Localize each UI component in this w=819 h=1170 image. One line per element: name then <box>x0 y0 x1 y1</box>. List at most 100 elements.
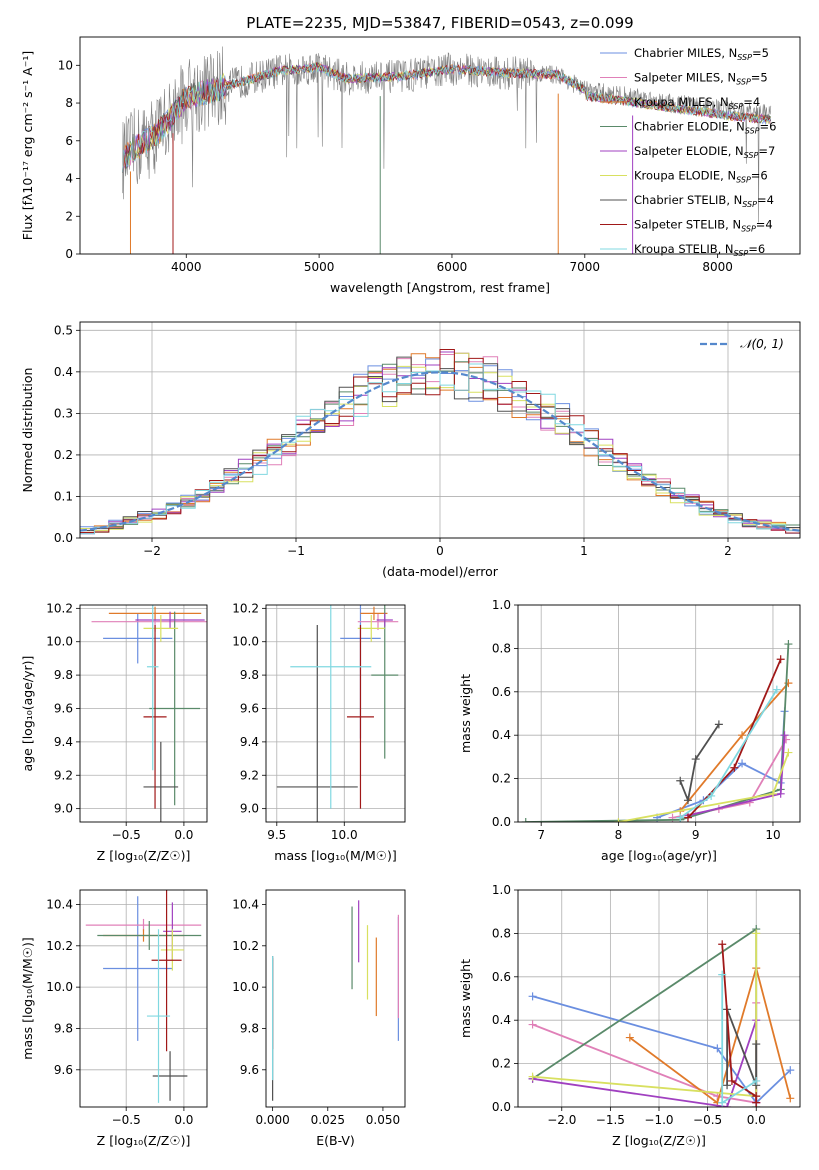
x-tick-label: 0.0 <box>174 828 193 842</box>
x-tick-label: 7 <box>537 828 545 842</box>
legend-text: Salpeter ELODIE, N <box>634 144 744 158</box>
y-tick-label: 9.4 <box>54 735 73 749</box>
legend-text: Kroupa MILES, N <box>634 95 729 109</box>
x-tick-label: 10.0 <box>331 828 358 842</box>
y-tick-label: 10.2 <box>46 939 73 953</box>
panel-mass_vs_ebv: 0.000 0.025 0.050 9.6 9.8 10.0 10.2 10.4 E(B-V) <box>232 889 406 1148</box>
x-tick-label: 0.0 <box>174 1113 193 1127</box>
weight-point-6 <box>752 929 761 938</box>
y-tick-label: 9.8 <box>54 668 73 682</box>
weight-point-1 <box>713 1044 722 1053</box>
y-tick-label: 10.0 <box>46 635 73 649</box>
panel-weight_vs_age: 7 8 9 10 0.0 0.2 0.4 0.6 0.8 1.0 age [log₁₀(age/yr… <box>458 598 801 863</box>
y-tick-label: 0.2 <box>54 448 73 462</box>
axes-frame <box>79 889 208 1108</box>
legend-label-5: Salpeter ELODIE, NSSP=7 <box>634 144 775 160</box>
y-tick-label: 9.4 <box>240 735 259 749</box>
weight-point-6 <box>614 818 623 822</box>
legend-sub: SSP <box>729 102 744 111</box>
weight-line-7 <box>679 723 720 804</box>
legend-text: =4 <box>743 95 760 109</box>
weight-line-7 <box>726 1009 758 1086</box>
legend-label-9: Kroupa STELIB, NSSP=6 <box>634 242 765 258</box>
y-tick-label: 6 <box>65 134 73 148</box>
weight-point-8 <box>683 813 692 822</box>
axes-frame <box>79 36 801 255</box>
weight-point-8 <box>776 655 785 664</box>
weight-point-8 <box>752 1098 761 1107</box>
x-tick-label: −1.0 <box>644 1113 673 1127</box>
y-tick-label: 0.3 <box>54 406 73 420</box>
y-tick-label: 9.6 <box>54 701 73 715</box>
y-axis-label: age [log₁₀(age/yr)] <box>20 656 35 772</box>
normal-curve <box>80 371 800 532</box>
legend-text: =6 <box>760 120 777 134</box>
y-tick-label: 10.0 <box>46 980 73 994</box>
legend-sub: SSP <box>741 225 756 234</box>
y-axis-label: mass weight <box>458 674 473 753</box>
x-tick-label: −1 <box>287 544 305 558</box>
y-tick-label: 9.8 <box>240 1021 259 1035</box>
x-axis-label: Z [log₁₀(Z/Z☉)] <box>612 1133 706 1148</box>
weight-point-3 <box>738 731 747 740</box>
x-tick-label: 9 <box>692 828 700 842</box>
weight-point-8 <box>727 1076 736 1085</box>
histogram-step-9 <box>80 363 800 535</box>
y-tick-label: 0.0 <box>492 815 511 829</box>
weight-point-7 <box>683 796 692 805</box>
y-tick-label: 0.4 <box>492 728 511 742</box>
y-tick-label: 10 <box>58 58 73 72</box>
panel-mass_vs_z: −0.5 0.0 9.6 9.8 10.0 10.2 10.4 Z [log₁₀(Z/Z☉)]… <box>20 889 208 1148</box>
weight-line-5 <box>687 735 786 817</box>
y-tick-label: 0.2 <box>492 1057 511 1071</box>
y-axis-label: mass weight <box>458 959 473 1038</box>
panel-weight_vs_z: −2.0 −1.5 −1.0 −0.5 0.0 0.0 0.2 0.4 0.6 0.8 1.0 Z [… <box>458 883 801 1148</box>
weight-point-7 <box>723 1081 732 1090</box>
plot-area <box>91 605 207 822</box>
x-tick-label: 1 <box>580 544 588 558</box>
weight-point-7 <box>676 776 685 785</box>
panel-age_vs_mass: 9.5 10.0 9.0 9.2 9.4 9.6 9.8 10.0 10.2 mass [log₁… <box>232 601 406 863</box>
weight-point-9 <box>772 685 781 694</box>
x-tick-label: 4000 <box>171 260 202 274</box>
y-tick-label: 0.6 <box>492 685 511 699</box>
y-tick-label: 1.0 <box>492 883 511 897</box>
panel-spectrum: 4000 5000 6000 7000 8000 0 2 4 6 8 10 wavelength [A… <box>20 36 801 295</box>
x-tick-label: −0.5 <box>693 1113 722 1127</box>
legend-label-7: Chabrier STELIB, NSSP=4 <box>634 193 774 209</box>
y-tick-label: 9.0 <box>240 802 259 816</box>
y-tick-label: 8 <box>65 96 73 110</box>
legend-label-1: Chabrier MILES, NSSP=5 <box>634 46 769 62</box>
legend-text: Salpeter STELIB, N <box>634 218 741 232</box>
plot-area <box>85 890 202 1103</box>
x-tick-label: 0.0 <box>747 1113 766 1127</box>
weight-point-7 <box>691 755 700 764</box>
legend-text: Chabrier MILES, N <box>634 46 737 60</box>
x-tick-label: −0.5 <box>112 828 141 842</box>
x-tick-label: 10 <box>765 828 780 842</box>
x-tick-label: 6000 <box>437 260 468 274</box>
y-tick-label: 0.8 <box>492 641 511 655</box>
y-tick-label: 0.0 <box>492 1100 511 1114</box>
weight-point-9 <box>752 1076 761 1085</box>
legend-sub: SSP <box>734 249 749 258</box>
plot-area <box>122 46 772 254</box>
x-tick-label: −2 <box>143 544 161 558</box>
x-tick-label: −2.0 <box>547 1113 576 1127</box>
legend-text: =5 <box>751 71 768 85</box>
y-tick-label: 9.0 <box>54 802 73 816</box>
weight-point-3 <box>786 1094 795 1103</box>
axes-frame <box>265 604 406 823</box>
y-tick-label: 0.5 <box>54 323 73 337</box>
legend-sub: SSP <box>736 176 751 185</box>
weight-point-6 <box>528 1072 537 1081</box>
legend-text: =4 <box>757 193 774 207</box>
weight-point-4 <box>521 818 530 822</box>
x-tick-label: −1.5 <box>596 1113 625 1127</box>
y-axis-label: mass [log₁₀(M/M☉)] <box>20 937 35 1059</box>
legend-sub: SSP <box>744 151 759 160</box>
spectrum-model-line-8 <box>122 61 772 173</box>
legend-text: =7 <box>758 144 775 158</box>
weight-point-5 <box>723 1103 732 1107</box>
